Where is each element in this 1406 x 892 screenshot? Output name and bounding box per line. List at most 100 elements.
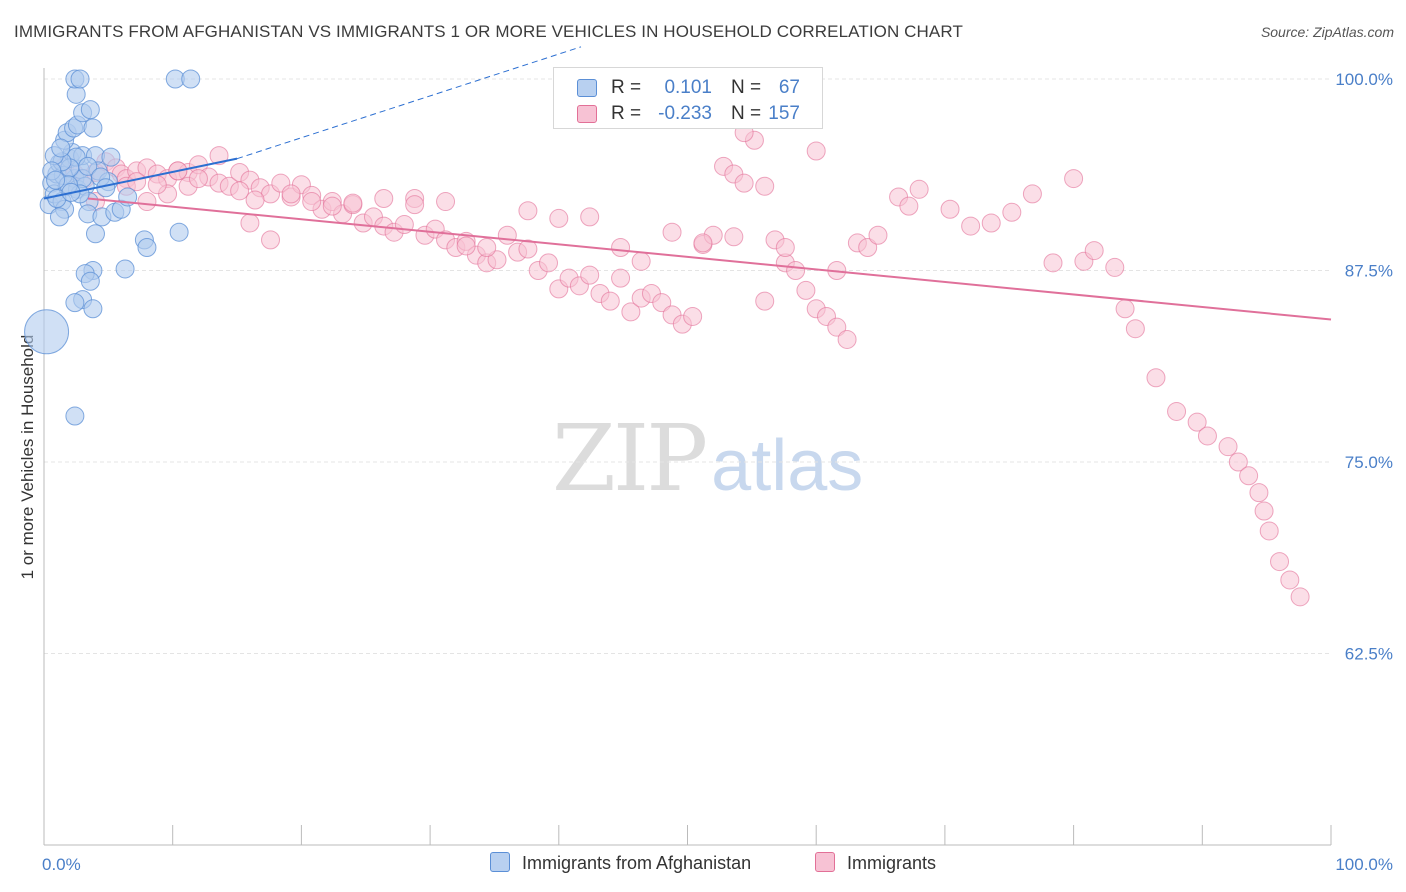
legend-row-afghanistan: R = 0.101 N = 67 bbox=[554, 76, 822, 102]
immigrants-point bbox=[909, 179, 929, 199]
immigrants-point bbox=[1270, 552, 1290, 572]
immigrants-point bbox=[1290, 587, 1310, 607]
immigrants-point bbox=[1259, 521, 1279, 541]
afghanistan-point bbox=[83, 118, 103, 138]
source-label: Source: ZipAtlas.com bbox=[1260, 24, 1394, 40]
afghanistan-point bbox=[65, 406, 85, 426]
afghanistan-point bbox=[46, 170, 66, 190]
afghanistan-point bbox=[101, 147, 121, 167]
legend-item-afghanistan: Immigrants from Afghanistan bbox=[490, 852, 751, 874]
immigrants-point bbox=[796, 280, 816, 300]
x-tick-label: 0.0% bbox=[42, 855, 81, 874]
immigrants-point bbox=[1228, 452, 1248, 472]
immigrants-point bbox=[981, 213, 1001, 233]
immigrants-point bbox=[755, 176, 775, 196]
immigrants-point bbox=[456, 236, 476, 256]
r-label: R = bbox=[611, 77, 642, 98]
afghanistan-trend-line bbox=[43, 157, 238, 200]
immigrants-point bbox=[940, 199, 960, 219]
immigrants-point bbox=[245, 190, 265, 210]
y-tick-label: 62.5% bbox=[1345, 645, 1393, 664]
immigrants-point bbox=[734, 173, 754, 193]
afghanistan-point bbox=[70, 69, 90, 89]
immigrants-point bbox=[230, 181, 250, 201]
immigrants-point bbox=[724, 227, 744, 247]
immigrants-point bbox=[487, 250, 507, 270]
immigrants-point bbox=[137, 192, 157, 212]
legend-swatch-afghanistan bbox=[490, 852, 510, 872]
immigrants-point bbox=[147, 175, 167, 195]
immigrants-point bbox=[1167, 401, 1187, 421]
legend-label-immigrants: Immigrants bbox=[847, 853, 937, 873]
immigrants-point bbox=[858, 238, 878, 258]
immigrants-point bbox=[1254, 501, 1274, 521]
immigrants-point bbox=[899, 196, 919, 216]
immigrants-point bbox=[827, 317, 847, 337]
chart-title: IMMIGRANTS FROM AFGHANISTAN VS IMMIGRANT… bbox=[14, 22, 963, 41]
immigrants-point bbox=[1249, 483, 1269, 503]
immigrants-point bbox=[621, 302, 641, 322]
immigrants-point bbox=[652, 293, 672, 313]
series-legend: Immigrants from Afghanistan Immigrants bbox=[0, 852, 1406, 878]
immigrants-point bbox=[343, 193, 363, 213]
immigrants-point bbox=[1002, 202, 1022, 222]
legend-swatch-immigrants bbox=[577, 105, 597, 123]
afghanistan-point bbox=[51, 138, 71, 158]
immigrants-point bbox=[322, 196, 342, 216]
immigrants-point bbox=[240, 213, 260, 233]
immigrants-point bbox=[1125, 319, 1145, 339]
immigrants-point bbox=[436, 192, 456, 212]
afghanistan-point bbox=[85, 224, 105, 244]
r-label: R = bbox=[611, 103, 642, 124]
immigrants-point bbox=[1280, 570, 1300, 590]
immigrants-point bbox=[580, 207, 600, 227]
immigrants-point bbox=[662, 222, 682, 242]
y-tick-label: 100.0% bbox=[1335, 70, 1393, 89]
immigrants-trend-line bbox=[87, 197, 1332, 321]
afghanistan-point bbox=[80, 271, 100, 291]
immigrants-point bbox=[1197, 426, 1217, 446]
immigrants-point bbox=[611, 268, 631, 288]
x-tick-label: 100.0% bbox=[1335, 855, 1393, 874]
legend-item-immigrants: Immigrants bbox=[815, 852, 936, 874]
afghanistan-point bbox=[65, 293, 85, 313]
immigrants-point bbox=[1105, 257, 1125, 277]
afghanistan-point bbox=[80, 100, 100, 120]
immigrants-point bbox=[683, 306, 703, 326]
immigrants-point bbox=[1043, 253, 1063, 273]
immigrants-point bbox=[1084, 241, 1104, 261]
n-label: N = bbox=[731, 77, 762, 98]
immigrants-point bbox=[1022, 184, 1042, 204]
r-value: 0.101 bbox=[664, 77, 712, 98]
legend-swatch-afghanistan bbox=[577, 79, 597, 97]
n-value: 157 bbox=[768, 103, 800, 124]
immigrants-point bbox=[1115, 299, 1135, 319]
immigrants-point bbox=[281, 184, 301, 204]
afghanistan-point bbox=[137, 238, 157, 258]
legend-swatch-immigrants bbox=[815, 852, 835, 872]
watermark: ZIPatlas bbox=[552, 405, 863, 512]
n-label: N = bbox=[731, 103, 762, 124]
immigrants-point bbox=[539, 253, 559, 273]
immigrants-point bbox=[302, 192, 322, 212]
immigrants-point bbox=[1064, 169, 1084, 189]
immigrants-point bbox=[611, 238, 631, 258]
r-value: -0.233 bbox=[658, 103, 712, 124]
afghanistan-point bbox=[115, 259, 135, 279]
immigrants-point bbox=[837, 329, 857, 349]
afghanistan-point bbox=[181, 69, 201, 89]
immigrants-point bbox=[549, 208, 569, 228]
immigrants-point bbox=[755, 291, 775, 311]
legend-row-immigrants: R = -0.233 N = 157 bbox=[554, 102, 822, 128]
y-tick-label: 87.5% bbox=[1345, 262, 1393, 281]
afghanistan-trend-extension bbox=[236, 46, 582, 160]
afghanistan-point bbox=[169, 222, 189, 242]
afghanistan-point bbox=[83, 299, 103, 319]
y-tick-label: 75.0% bbox=[1345, 453, 1393, 472]
immigrants-point bbox=[868, 225, 888, 245]
immigrants-point bbox=[1187, 412, 1207, 432]
immigrants-point bbox=[518, 239, 538, 259]
legend-label-afghanistan: Immigrants from Afghanistan bbox=[522, 853, 752, 873]
immigrants-point bbox=[188, 169, 208, 189]
